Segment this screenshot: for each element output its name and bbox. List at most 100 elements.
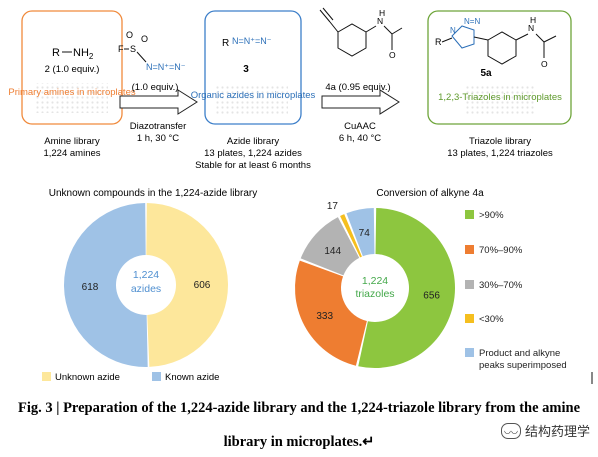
- slice-known-azide: [63, 203, 148, 368]
- step1-cond-2: 1 h, 30 °C: [137, 133, 179, 144]
- nh2-label: NH2: [73, 47, 94, 61]
- value-label-known-azide: 618: [82, 282, 99, 293]
- legend-label-known-azide: Known azide: [165, 372, 219, 383]
- triazole-box-label-text: 1,2,3-Triazoles in microplates: [438, 92, 562, 103]
- value-label-90: 656: [423, 290, 440, 301]
- arrow-1: [119, 89, 198, 115]
- value-label-product-and-alkyne-peaks-superimposed: 74: [359, 228, 371, 239]
- h-atom: H: [379, 8, 385, 18]
- amine-box: [21, 10, 123, 125]
- step1-amount: (1.0 equiv.): [132, 82, 179, 93]
- slice-unknown-azide: [146, 203, 228, 367]
- legend-label-30: <30%: [479, 314, 504, 325]
- chart1-legend: Unknown azide Known azide: [42, 372, 219, 383]
- amine-library-count: 1,224 amines: [43, 148, 100, 159]
- chart1-center-line2: azides: [131, 283, 161, 295]
- arrow-2: [321, 89, 400, 115]
- amine-box-label: Primary amines in microplates: [8, 87, 135, 98]
- amine-panel: R NH2 2 (1.0 equiv.) Primary amines in m…: [8, 10, 136, 159]
- triazole-microplate-grid: [464, 86, 536, 116]
- azide-box: [204, 10, 302, 125]
- legend-label-product-and-alkyne-peaks-superimposed: Product and alkyne peaks superimposed: [479, 348, 567, 371]
- slice-30: [340, 214, 362, 258]
- amine-reagent: 2 (1.0 equiv.): [45, 64, 100, 75]
- azide-group-reagent: N=N⁺=N⁻: [146, 62, 186, 72]
- figure-caption-line2: library in microplates.↵: [223, 434, 375, 450]
- value-label-30: 17: [327, 201, 339, 212]
- amine-box-label-text: Primary amines in microplates: [8, 87, 135, 98]
- azide-structure: R: [222, 38, 229, 49]
- legend-label-90: >90%: [479, 210, 504, 221]
- slice-30-70: [300, 217, 360, 276]
- figure-3: R NH2 2 (1.0 equiv.) Primary amines in m…: [8, 7, 593, 384]
- triazole-box-label: 1,2,3-Triazoles in microplates: [438, 92, 562, 103]
- triazole-n-label-2: N=N: [464, 17, 480, 26]
- step2-cond-1: CuAAC: [344, 121, 376, 132]
- azide-compound-number: 3: [243, 64, 249, 75]
- step1-cond-1: Diazotransfer: [130, 121, 187, 132]
- s-atom: S: [130, 44, 136, 54]
- legend-swatch-known-azide: [152, 372, 161, 381]
- legend-swatch-product-and-alkyne-peaks-superimposed: [465, 348, 474, 357]
- slice-90: [358, 208, 456, 369]
- legend-swatch-70-90: [465, 245, 474, 254]
- watermark: ◡◡ 结构药理学: [500, 421, 590, 440]
- triazole-library-count: 13 plates, 1,224 triazoles: [447, 148, 553, 159]
- legend-swatch-30: [465, 314, 474, 323]
- slice-product-and-alkyne-peaks-superimposed: [346, 208, 375, 257]
- slice-70-90: [295, 260, 367, 366]
- legend-label-70-90: 70%–90%: [479, 245, 523, 256]
- watermark-text: 结构药理学: [524, 425, 590, 440]
- triazole-n-label: N: [450, 26, 456, 35]
- chart1-title: Unknown compounds in the 1,224-azide lib…: [49, 188, 257, 199]
- azide-library-count: 13 plates, 1,224 azides: [204, 148, 302, 159]
- azide-group: N=N⁺=N⁻: [232, 36, 272, 46]
- amide-o-atom: O: [389, 50, 396, 60]
- azide-stability: Stable for at least 6 months: [195, 160, 311, 171]
- step2-reagent: 4a (0.95 equiv.): [325, 82, 390, 93]
- triazole-compound-number: 5a: [480, 68, 492, 79]
- value-label-unknown-azide: 606: [194, 280, 211, 291]
- azide-microplate-grid: [216, 84, 288, 114]
- azide-box-label: Organic azides in microplates: [191, 90, 316, 101]
- f-atom: F: [118, 44, 124, 54]
- legend-swatch-unknown-azide: [42, 372, 51, 381]
- amine-library-name: Amine library: [44, 136, 100, 147]
- azide-library-name: Azide library: [227, 136, 280, 147]
- chart2-title: Conversion of alkyne 4a: [376, 188, 484, 199]
- legend-swatch-90: [465, 210, 474, 219]
- wechat-icon: ◡◡: [500, 422, 521, 439]
- value-label-70-90: 333: [316, 311, 333, 322]
- conversion-donut-chart: Conversion of alkyne 4a 656 333 144 17 74 1,…: [295, 188, 567, 371]
- figure-caption-line1: Fig. 3 | Preparation of the 1,224-azide …: [17, 400, 581, 416]
- triazole-library-name: Triazole library: [469, 136, 531, 147]
- triazole-box: [427, 10, 572, 125]
- azide-box-label-text: Organic azides in microplates: [191, 90, 316, 101]
- amine-structure: R: [52, 47, 60, 59]
- triazole-nh-atom: N: [528, 23, 534, 33]
- alkyne-structure: [319, 7, 403, 57]
- step1: F S O O N=N⁺=N⁻ (1.0 equiv.) Diazotransf…: [118, 30, 198, 144]
- value-label-30-70: 144: [324, 246, 341, 257]
- o-atom-2: O: [141, 34, 148, 44]
- legend-label-unknown-azide: Unknown azide: [55, 372, 120, 383]
- chart2-center-line1: 1,224: [362, 275, 388, 287]
- chart2-legend: >90% 70%–90% 30%–70% <30% Product and alkyne…: [465, 210, 567, 371]
- triazole-o-atom: O: [541, 59, 548, 69]
- triazole-panel: R N N=N N H O 5a 1,2,3-Triazoles in micr…: [427, 10, 572, 159]
- azide-panel: R N=N⁺=N⁻ 3 Organic azides in microplate…: [191, 10, 316, 171]
- legend-label-30-70: 30%–70%: [479, 280, 523, 291]
- triazole-h-atom: H: [530, 15, 536, 25]
- o-atom-1: O: [126, 30, 133, 40]
- nh-atom: N: [377, 16, 383, 26]
- microplate-grid: [36, 83, 108, 113]
- chart2-center-line2: triazoles: [355, 288, 394, 300]
- legend-swatch-30-70: [465, 280, 474, 289]
- step2: N H O 4a (0.95 equiv.) CuAAC 6 h, 40 °C: [319, 7, 403, 144]
- chart1-center-line1: 1,224: [133, 269, 159, 281]
- chart2-title-text: Conversion of alkyne 4a: [376, 188, 484, 199]
- step2-cond-2: 6 h, 40 °C: [339, 133, 381, 144]
- triazole-structure: [441, 25, 557, 65]
- azide-donut-chart: Unknown compounds in the 1,224-azide lib…: [42, 188, 257, 383]
- triazole-r-group: R: [435, 37, 442, 47]
